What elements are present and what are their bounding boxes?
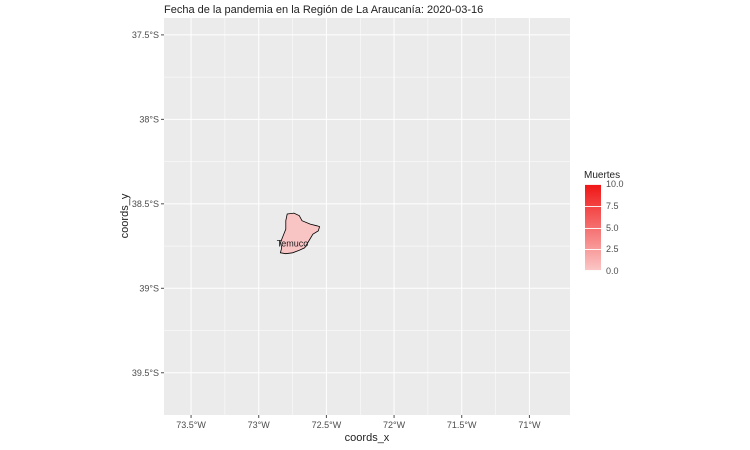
y-tick-label: 39°S	[139, 283, 159, 293]
legend-tick-mark	[585, 227, 601, 229]
x-tick-label: 73°W	[248, 420, 271, 430]
regions-layer: Temuco	[277, 212, 321, 255]
legend-tick-label: 0.0	[606, 266, 619, 276]
legend-tick-label: 5.0	[606, 222, 619, 233]
y-axis-title: coords_y	[119, 193, 131, 238]
grid-lines	[164, 18, 570, 415]
legend: Muertes 10.0 7.5 5.0 2.5 0.0	[584, 170, 644, 280]
x-axis-title: coords_x	[345, 432, 390, 444]
x-tick-label: 71°W	[518, 420, 541, 430]
legend-tick-mark	[585, 184, 601, 185]
x-tick-label: 73.5°W	[176, 420, 206, 430]
region-shape-temuco	[279, 212, 321, 255]
plot-panel	[164, 18, 570, 415]
x-axis-ticks: 73.5°W 73°W 72.5°W 72°W 71.5°W 71°W	[176, 415, 541, 430]
legend-tick-mark	[585, 249, 601, 251]
map-title: Fecha de la pandemia en la Región de La …	[164, 4, 484, 16]
y-tick-label: 37.5°S	[132, 30, 159, 40]
region-label: Temuco	[277, 239, 309, 249]
y-axis-ticks: 37.5°S 38°S 38.5°S 39°S 39.5°S	[132, 30, 164, 378]
y-tick-label: 39.5°S	[132, 368, 159, 378]
y-tick-label: 38.5°S	[132, 199, 159, 209]
x-tick-label: 72°W	[383, 420, 406, 430]
x-tick-label: 71.5°W	[447, 420, 477, 430]
legend-title: Muertes	[584, 170, 621, 181]
legend-tick-mark	[585, 205, 601, 207]
legend-tick-label: 10.0	[606, 179, 624, 189]
legend-tick-label: 2.5	[606, 244, 619, 255]
legend-tick-label: 7.5	[606, 200, 619, 211]
legend-tick-mark	[585, 270, 601, 271]
y-tick-label: 38°S	[139, 114, 159, 124]
x-tick-label: 72.5°W	[312, 420, 342, 430]
